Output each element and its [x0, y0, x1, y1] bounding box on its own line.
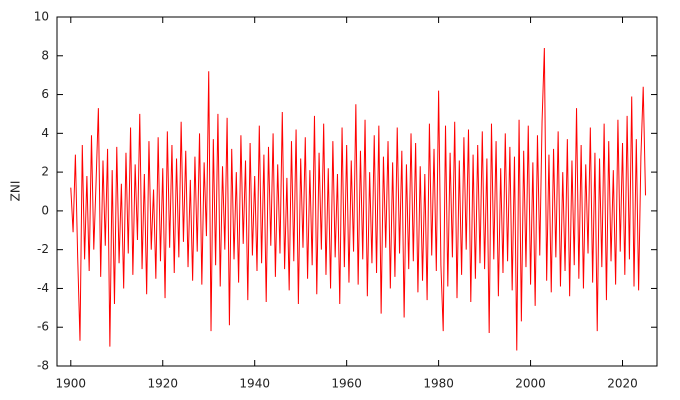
x-tick-label: 1920	[147, 377, 178, 391]
x-tick-label: 2000	[515, 377, 546, 391]
y-tick-label: 0	[41, 203, 49, 217]
y-axis-label: ZNI	[9, 181, 23, 202]
y-tick-label: 4	[41, 126, 49, 140]
x-tick-label: 2020	[607, 377, 638, 391]
y-tick-label: 10	[34, 10, 49, 24]
x-tick-label: 1940	[239, 377, 270, 391]
y-tick-label: 2	[41, 165, 49, 179]
x-tick-label: 1900	[56, 377, 87, 391]
data-line	[70, 48, 647, 351]
y-tick-label: 8	[41, 48, 49, 62]
y-tick-label: -2	[37, 242, 49, 256]
x-tick-label: 1960	[331, 377, 362, 391]
y-tick-label: -4	[37, 281, 49, 295]
y-tick-label: -6	[37, 320, 49, 334]
plot-frame	[56, 16, 658, 367]
x-tick-label: 1980	[423, 377, 454, 391]
y-tick-label: 6	[41, 87, 49, 101]
y-tick-label: -8	[37, 359, 49, 373]
